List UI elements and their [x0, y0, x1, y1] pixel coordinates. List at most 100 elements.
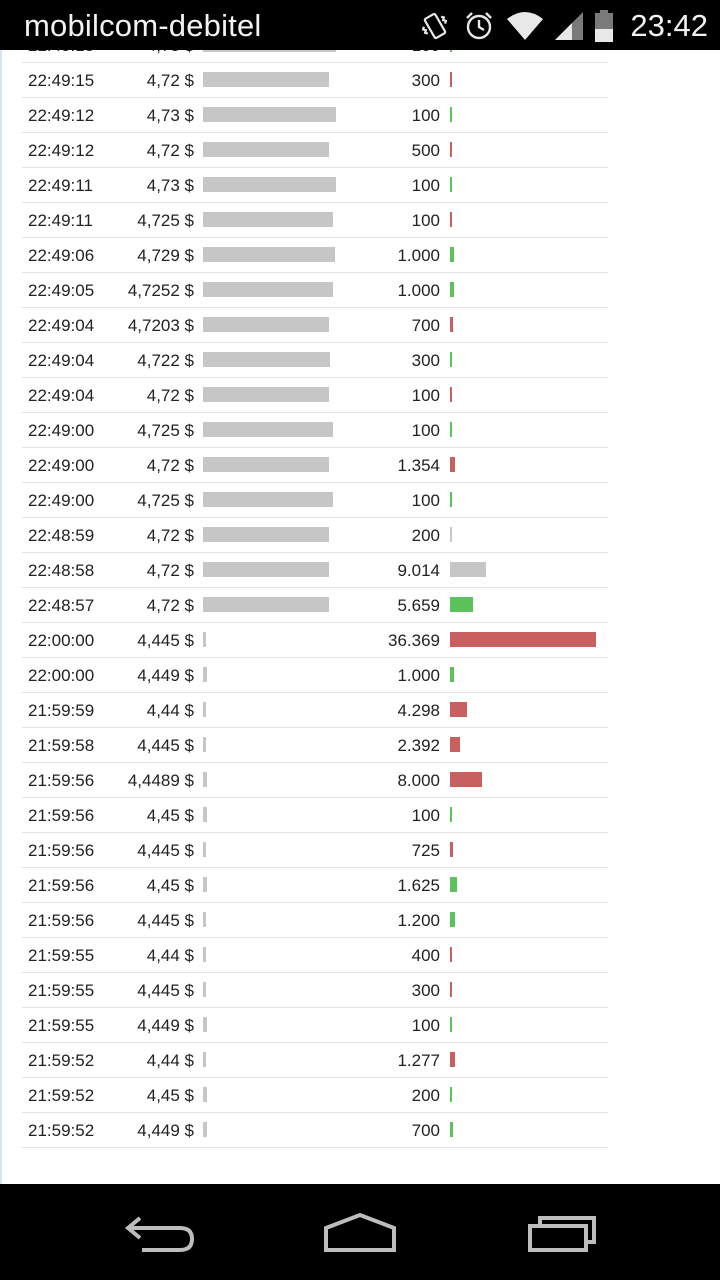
trade-price: 4,722 $: [137, 351, 194, 370]
price-bar: [203, 1017, 207, 1032]
trade-time: 22:49:15: [28, 71, 95, 90]
table-row: 22:49:11 4,725 $ 100: [22, 203, 608, 238]
volume-bar: [450, 1052, 455, 1067]
price-bar: [203, 947, 206, 962]
trade-volume: 100: [411, 211, 440, 230]
table-row: 21:59:55 4,44 $ 400: [22, 938, 608, 973]
price-bar: [203, 1122, 207, 1137]
trade-volume: 100: [411, 386, 440, 405]
table-row: 22:49:11 4,73 $ 100: [22, 168, 608, 203]
trade-volume: 1.354: [397, 456, 440, 475]
table-row: 22:49:05 4,7252 $ 1.000: [22, 273, 608, 308]
volume-bar: [450, 72, 452, 87]
price-bar: [203, 1087, 207, 1102]
price-bar: [203, 247, 335, 262]
home-icon[interactable]: [322, 1212, 398, 1259]
signal-icon: [554, 10, 584, 42]
price-bar: [203, 177, 336, 192]
trade-volume: 1.000: [397, 246, 440, 265]
trade-volume: 200: [411, 1086, 440, 1105]
volume-bar: [450, 842, 453, 857]
volume-bar: [450, 352, 452, 367]
volume-bar: [450, 702, 467, 717]
left-border: [0, 50, 2, 1184]
status-bar: mobilcom-debitel: [0, 0, 720, 50]
volume-bar: [450, 387, 452, 402]
trade-time: 21:59:58: [28, 736, 95, 755]
trade-time: 22:49:11: [28, 211, 93, 230]
price-bar: [203, 527, 329, 542]
trade-volume: 300: [411, 981, 440, 1000]
volume-bar: [450, 562, 486, 577]
trade-time: 21:59:52: [28, 1051, 95, 1070]
volume-bar: [450, 457, 455, 472]
trade-time: 22:00:00: [28, 631, 95, 650]
price-bar: [203, 737, 206, 752]
table-row: 22:49:12 4,73 $ 100: [22, 98, 608, 133]
recents-icon[interactable]: [524, 1212, 600, 1259]
trade-volume: 5.659: [397, 596, 440, 615]
trade-price: 4,445 $: [137, 911, 194, 930]
trade-time: 22:48:57: [28, 596, 95, 615]
trade-price: 4,45 $: [146, 1086, 194, 1105]
trade-volume: 100: [411, 421, 440, 440]
trade-price: 4,445 $: [137, 981, 194, 1000]
trade-price: 4,725 $: [137, 421, 194, 440]
volume-bar: [450, 317, 453, 332]
table-row: 22:48:59 4,72 $ 200: [22, 518, 608, 553]
table-row: 21:59:52 4,44 $ 1.277: [22, 1043, 608, 1078]
table-row: 21:59:56 4,45 $ 100: [22, 798, 608, 833]
volume-bar: [450, 177, 452, 192]
price-bar: [203, 982, 206, 997]
table-row: 21:59:56 4,45 $ 1.625: [22, 868, 608, 903]
trade-time: 21:59:56: [28, 806, 95, 825]
trade-time: 22:49:11: [28, 176, 93, 195]
trade-price: 4,44 $: [146, 946, 194, 965]
back-icon[interactable]: [122, 1212, 198, 1257]
trade-time: 22:49:15: [28, 50, 94, 56]
trade-price: 4,445 $: [137, 841, 194, 860]
trade-price: 4,445 $: [137, 631, 194, 650]
trade-time: 21:59:52: [28, 1121, 95, 1140]
price-bar: [203, 282, 333, 297]
trade-volume: 400: [411, 946, 440, 965]
alarm-icon: [462, 9, 496, 43]
vibrate-icon: [418, 9, 452, 43]
price-bar: [203, 352, 330, 367]
table-row: 22:49:06 4,729 $ 1.000: [22, 238, 608, 273]
trade-price: 4,449 $: [137, 666, 194, 685]
volume-bar: [450, 212, 452, 227]
table-row: 22:49:00 4,72 $ 1.354: [22, 448, 608, 483]
volume-bar: [450, 772, 482, 787]
price-bar: [203, 772, 207, 787]
trade-time: 21:59:52: [28, 1086, 95, 1105]
price-bar: [203, 597, 329, 612]
trade-price: 4,445 $: [137, 736, 194, 755]
volume-bar: [450, 492, 452, 507]
trade-time: 22:49:04: [28, 386, 95, 405]
volume-bar: [450, 632, 596, 647]
table-row: 21:59:55 4,445 $ 300: [22, 973, 608, 1008]
table-row: 21:59:56 4,445 $ 725: [22, 833, 608, 868]
navigation-bar: [0, 1184, 720, 1280]
trade-price: 4,72 $: [146, 526, 194, 545]
trade-volume: 2.392: [397, 736, 440, 755]
trade-price: 4,7252 $: [127, 281, 194, 300]
table-row: 22:49:00 4,725 $ 100: [22, 413, 608, 448]
volume-bar: [450, 1017, 452, 1032]
table-row: 22:48:57 4,72 $ 5.659: [22, 588, 608, 623]
trade-time: 22:49:05: [28, 281, 95, 300]
trade-volume: 300: [411, 71, 440, 90]
trade-volume: 1.277: [397, 1051, 440, 1070]
trade-volume: 1.000: [397, 281, 440, 300]
table-row: 21:59:56 4,445 $ 1.200: [22, 903, 608, 938]
trade-volume: 100: [412, 50, 440, 56]
volume-bar: [450, 107, 452, 122]
price-bar: [203, 912, 206, 927]
volume-bar: [450, 597, 473, 612]
trade-price: 4,72 $: [146, 596, 194, 615]
price-bar: [203, 702, 206, 717]
volume-bar: [450, 877, 457, 892]
volume-bar: [450, 527, 452, 542]
